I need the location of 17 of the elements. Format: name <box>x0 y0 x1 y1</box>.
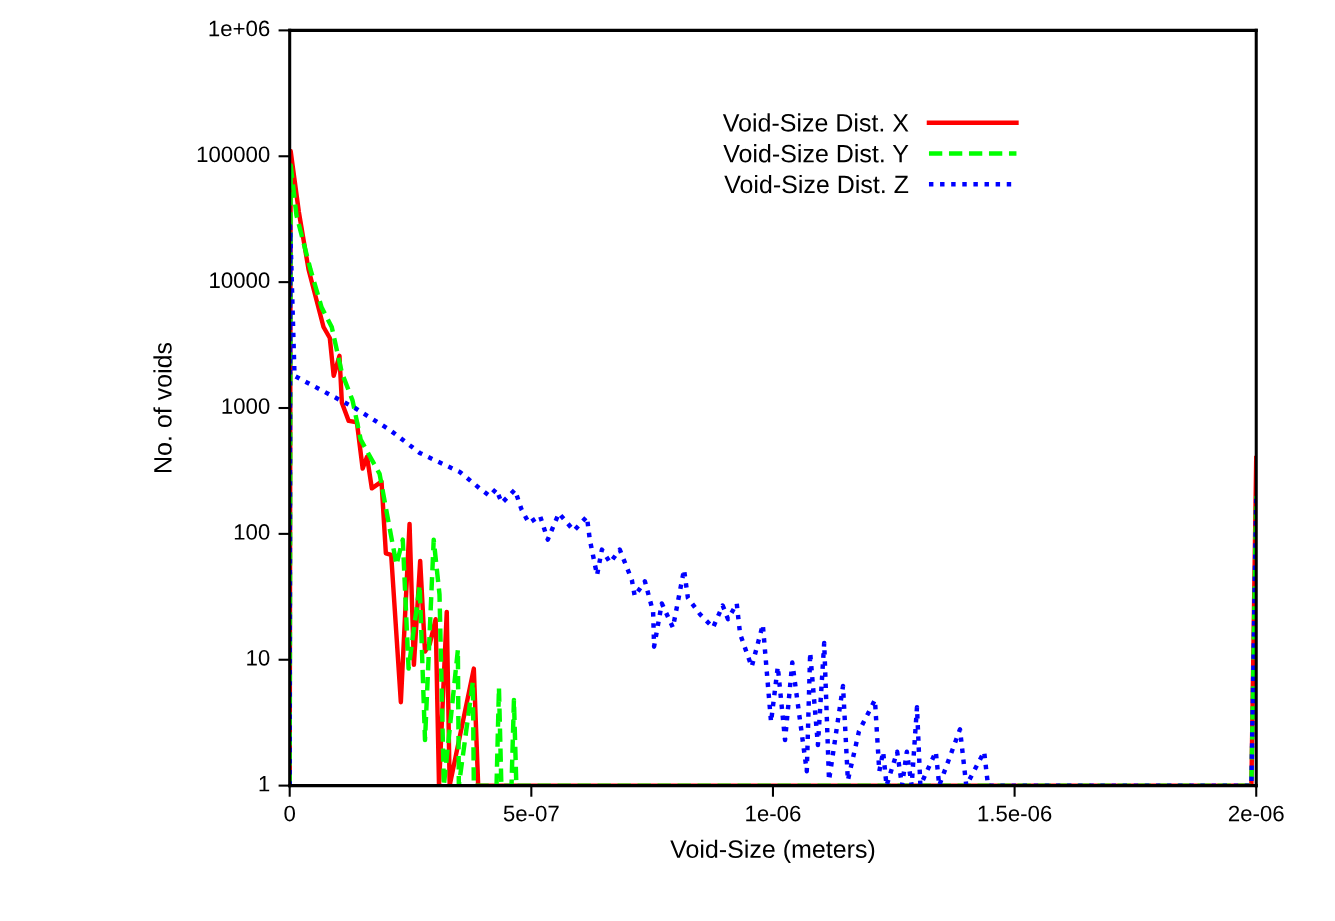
y-tick-label: 100000 <box>197 146 270 163</box>
legend-label: Void-Size Dist. Y <box>723 144 909 163</box>
x-tick-label: 0 <box>284 805 296 822</box>
x-tick-label: 1e-06 <box>746 805 801 822</box>
legend-label: Void-Size Dist. Z <box>724 174 909 194</box>
y-tick-label: 1 <box>259 776 270 792</box>
y-tick-label: 10 <box>247 649 270 666</box>
x-tick-label: 5e-07 <box>503 805 559 822</box>
y-tick-label: 100 <box>234 524 270 540</box>
y-tick-label: 1e+06 <box>209 20 270 37</box>
y-axis-title: No. of voids <box>153 342 172 472</box>
legend-label: Void-Size Dist. X <box>722 113 909 132</box>
x-axis-title: Void-Size (meters) <box>670 839 875 863</box>
x-tick-label: 2e-06 <box>1228 805 1284 822</box>
y-tick-label: 10000 <box>210 272 270 289</box>
x-tick-label: 1.5e-06 <box>978 805 1052 822</box>
y-tick-label: 1000 <box>222 398 270 414</box>
